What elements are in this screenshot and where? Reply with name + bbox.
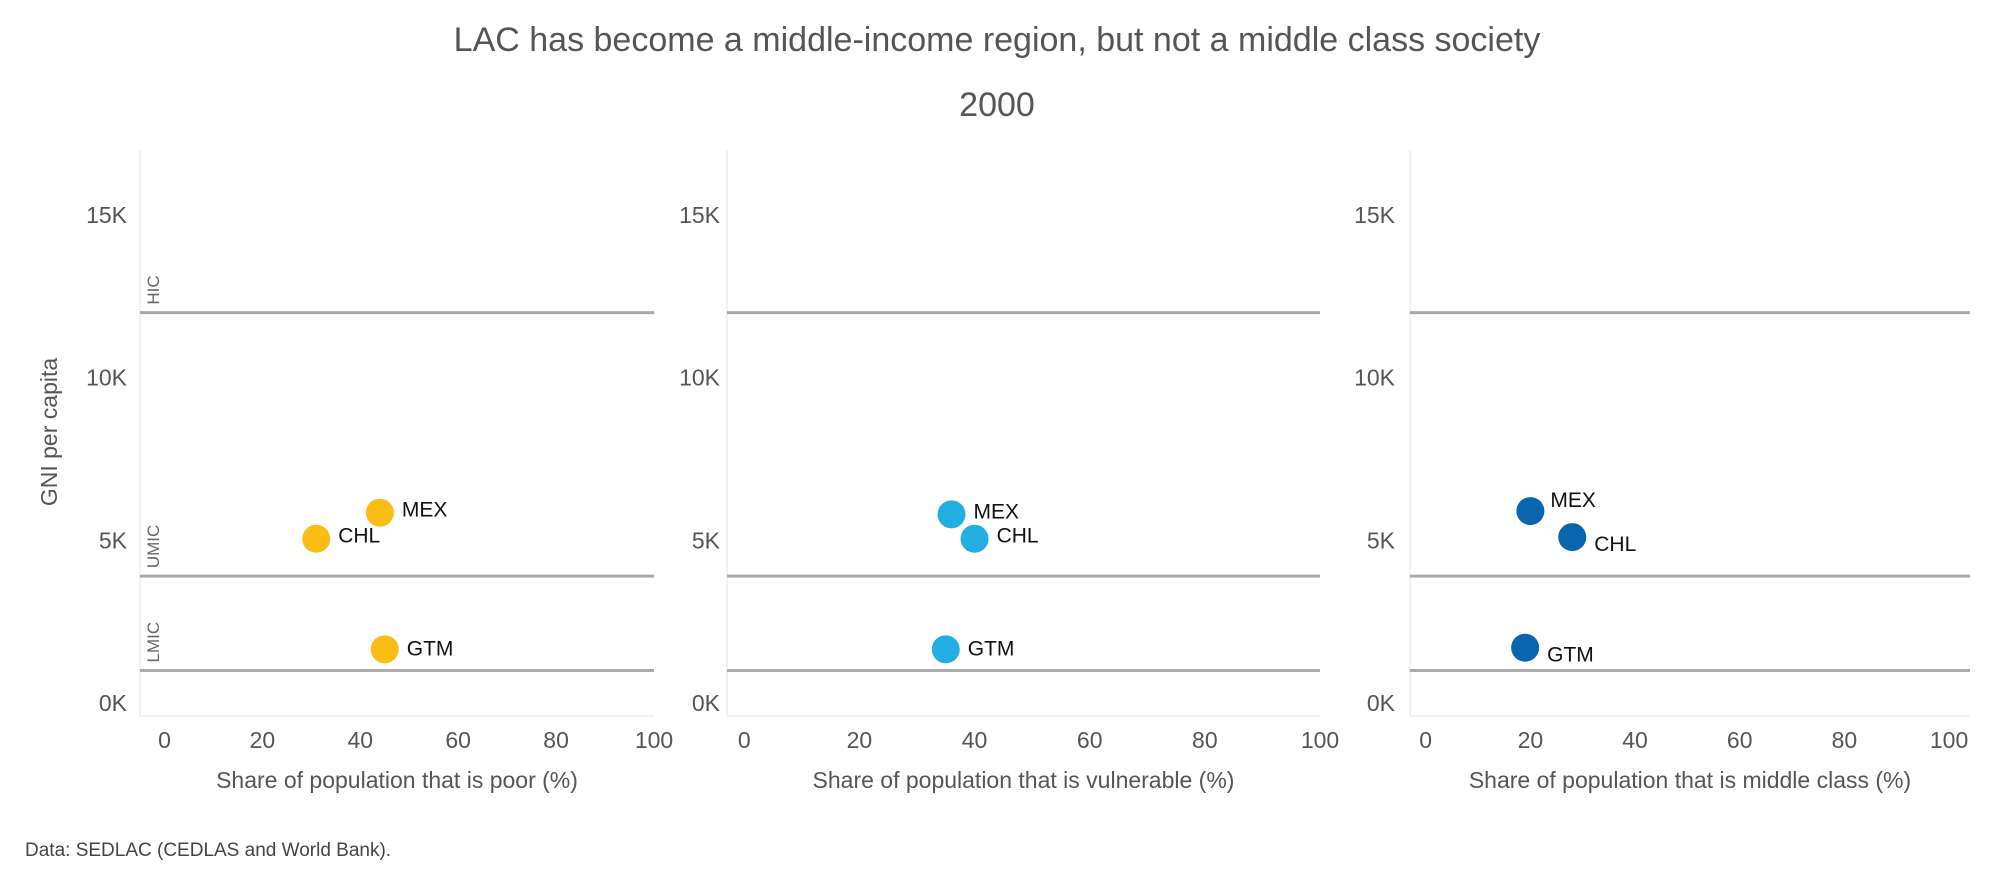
data-point-chl <box>960 524 989 553</box>
y-tick-label: 10K <box>679 365 721 391</box>
panel-3: 0K 5K 10K 15K 0 20 40 60 80 100 Share of populatio… <box>1354 150 1970 793</box>
y-tick-label: 15K <box>86 202 128 228</box>
panel-2: 0K 5K 10K 15K 0 20 40 60 80 100 Share of populatio… <box>679 150 1339 793</box>
x-tick-label: 20 <box>847 727 873 753</box>
x-tick-label: 40 <box>962 727 988 753</box>
chart-title: LAC has become a middle-income region, b… <box>454 21 1541 59</box>
x-tick-label: 40 <box>347 727 373 753</box>
y-tick-label: 0K <box>692 690 721 716</box>
data-label-mex: MEX <box>402 499 448 522</box>
x-tick-label: 100 <box>635 727 673 753</box>
band-label-lmic: LMIC <box>144 622 163 663</box>
x-tick-label: 80 <box>1832 727 1858 753</box>
chart-subtitle: 2000 <box>959 86 1035 124</box>
y-tick-label: 5K <box>99 527 128 553</box>
data-point-mex <box>365 498 394 527</box>
y-tick-label: 15K <box>679 202 721 228</box>
x-tick-label: 60 <box>1727 727 1753 753</box>
x-tick-label: 100 <box>1301 727 1339 753</box>
data-point-gtm <box>370 635 399 664</box>
x-tick-label: 80 <box>543 727 569 753</box>
y-axis-label: GNI per capita <box>36 358 62 506</box>
y-tick-label: 10K <box>1354 365 1396 391</box>
data-label-gtm: GTM <box>1547 644 1594 667</box>
x-tick-label: 60 <box>1077 727 1103 753</box>
x-tick-label: 80 <box>1192 727 1218 753</box>
data-label-mex: MEX <box>974 500 1020 523</box>
panels: HIC UMIC LMIC 0K 5K 10K 15K 0 20 40 60 80 100 Share o… <box>86 150 1970 793</box>
x-tick-label: 100 <box>1930 727 1968 753</box>
data-point-mex <box>937 500 966 529</box>
x-axis-label: Share of population that is middle class… <box>1469 767 1911 793</box>
data-point-mex <box>1516 497 1545 526</box>
x-tick-label: 60 <box>445 727 471 753</box>
source-note: Data: SEDLAC (CEDLAS and World Bank). <box>25 840 391 861</box>
data-label-gtm: GTM <box>968 637 1015 660</box>
y-tick-label: 5K <box>1367 527 1396 553</box>
x-tick-label: 0 <box>1419 727 1432 753</box>
data-label-chl: CHL <box>997 525 1039 548</box>
band-label-umic: UMIC <box>144 525 163 568</box>
data-label-mex: MEX <box>1550 489 1596 512</box>
y-tick-label: 0K <box>99 690 128 716</box>
data-point-chl <box>302 524 331 553</box>
data-label-chl: CHL <box>338 525 380 548</box>
y-tick-label: 5K <box>692 527 721 553</box>
x-tick-label: 20 <box>250 727 276 753</box>
y-tick-label: 10K <box>86 365 128 391</box>
y-tick-label: 0K <box>1367 690 1396 716</box>
data-label-gtm: GTM <box>407 637 454 660</box>
x-tick-label: 20 <box>1518 727 1544 753</box>
y-tick-label: 15K <box>1354 202 1396 228</box>
data-point-gtm <box>931 635 960 664</box>
x-tick-label: 40 <box>1622 727 1648 753</box>
x-tick-label: 0 <box>738 727 751 753</box>
band-label-hic: HIC <box>144 275 163 304</box>
x-tick-label: 0 <box>158 727 171 753</box>
data-label-chl: CHL <box>1594 533 1636 556</box>
data-point-gtm <box>1511 633 1540 662</box>
x-axis-label: Share of population that is poor (%) <box>216 767 578 793</box>
x-axis-label: Share of population that is vulnerable (… <box>813 767 1235 793</box>
data-point-chl <box>1558 523 1587 552</box>
panel-1: HIC UMIC LMIC 0K 5K 10K 15K 0 20 40 60 80 100 Share o… <box>86 150 673 793</box>
